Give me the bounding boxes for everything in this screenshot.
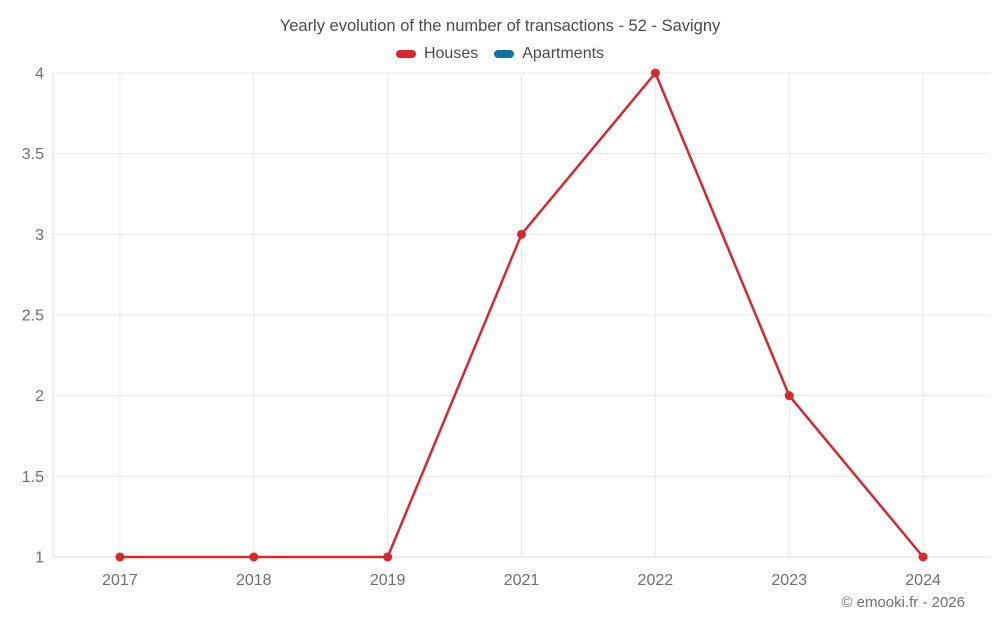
x-axis-tick-label: 2017 [102,572,138,589]
chart-title: Yearly evolution of the number of transa… [279,17,721,35]
data-point-houses-2018[interactable] [249,552,259,562]
data-point-houses-2017[interactable] [115,552,125,562]
x-axis-tick-label: 2022 [638,572,674,589]
chart-legend: Houses Apartments [0,45,1000,63]
y-axis-tick-label: 3 [35,227,44,244]
legend-label: Houses [423,45,479,62]
y-axis-tick-label: 2 [35,388,44,405]
legend-swatch [395,50,416,58]
legend-label: Apartments [522,45,605,62]
data-point-houses-2021[interactable] [517,229,526,239]
legend-swatch [494,50,515,58]
x-axis-tick-label: 2024 [905,572,941,589]
data-point-houses-2024[interactable] [918,552,928,562]
legend-item-apartments[interactable]: Apartments [494,45,604,63]
data-point-houses-2022[interactable] [650,68,660,78]
y-axis-tick-label: 3.5 [22,146,44,163]
y-axis-tick-label: 2.5 [22,308,44,325]
y-axis-tick-label: 4 [35,66,44,83]
legend-item-houses[interactable]: Houses [395,45,479,63]
x-axis-tick-label: 2018 [236,572,272,589]
y-axis-tick-label: 1.5 [22,469,44,486]
x-axis-tick-label: 2023 [771,572,807,589]
x-axis-tick-label: 2021 [504,572,540,589]
footer-credit: © emooki.fr - 2026 [841,594,965,611]
x-axis-tick-label: 2019 [370,572,406,589]
data-point-houses-2023[interactable] [784,391,794,401]
data-point-houses-2019[interactable] [383,552,393,562]
y-axis-tick-label: 1 [35,550,44,567]
